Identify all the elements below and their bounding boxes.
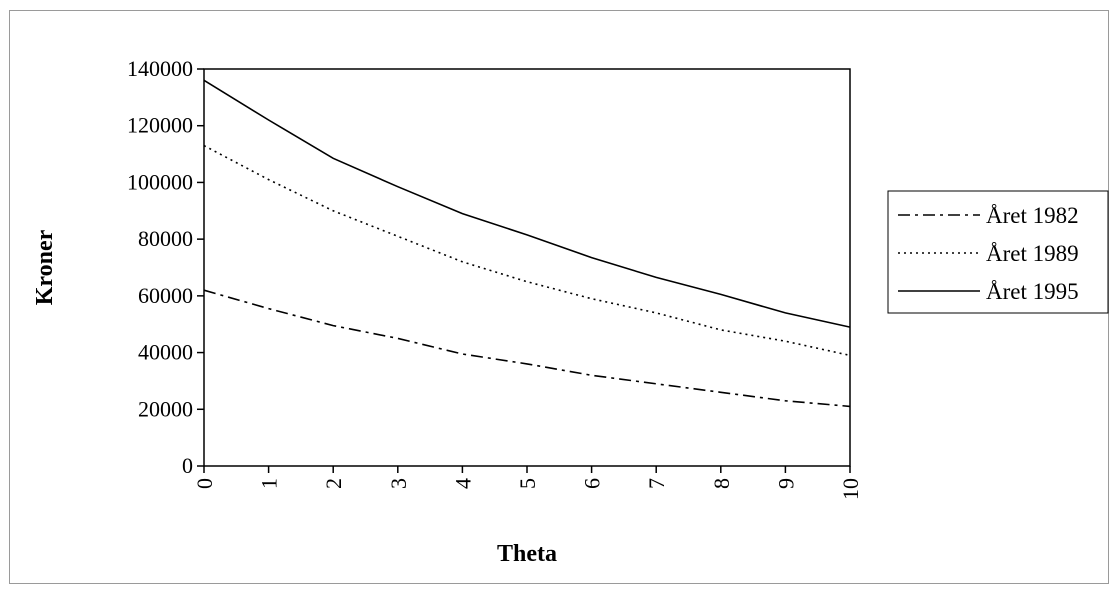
- y-tick-label: 20000: [138, 396, 193, 421]
- y-tick-label: 40000: [138, 340, 193, 365]
- x-tick-label: 0: [192, 478, 217, 489]
- y-tick-label: 80000: [138, 226, 193, 251]
- series-layer: [203, 79, 851, 408]
- series-line-2: [203, 144, 851, 357]
- y-axis-ticks: 0 20000 40000 60000 80000 100000 120000 140000: [127, 56, 204, 478]
- x-tick-label: 3: [386, 478, 411, 489]
- y-tick-label: 0: [182, 453, 193, 478]
- x-tick-label: 2: [321, 478, 346, 489]
- y-tick-label: 140000: [127, 56, 193, 81]
- plot-area: [203, 68, 851, 467]
- y-tick-label: 60000: [138, 283, 193, 308]
- x-tick-label: 8: [709, 478, 734, 489]
- line-chart: 020000400006000080000100000120000140000 …: [32, 56, 1109, 567]
- series-line-1: [203, 289, 851, 408]
- y-tick-label: 120000: [127, 113, 193, 138]
- chart-frame: 0 20000 40000 60000 80000 100000 120000 140000 …: [9, 10, 1109, 584]
- x-tick-label: 1: [257, 478, 282, 489]
- x-tick-label: 4: [450, 478, 475, 489]
- x-tick-label: 10: [838, 478, 863, 500]
- legend-label-2: Året 1989: [986, 241, 1079, 266]
- x-tick-label: 5: [515, 478, 540, 489]
- x-tick-label: 9: [773, 478, 798, 489]
- x-tick-label: 7: [644, 478, 669, 489]
- legend-label-1: Året 1982: [986, 203, 1079, 228]
- x-axis-title: Theta: [497, 541, 557, 567]
- legend-label-3: Året 1995: [986, 279, 1079, 304]
- y-tick-label: 100000: [127, 169, 193, 194]
- legend: Året 1982 Året 1989 Året 1995: [887, 190, 1109, 314]
- x-tick-label: 6: [580, 478, 605, 489]
- legend-box: [887, 190, 1109, 314]
- x-axis-ticks: 0 1 2 3 4 5 6 7 8 9 10: [192, 466, 863, 500]
- series-line-3: [203, 79, 851, 328]
- y-axis-title: Kroner: [32, 229, 58, 305]
